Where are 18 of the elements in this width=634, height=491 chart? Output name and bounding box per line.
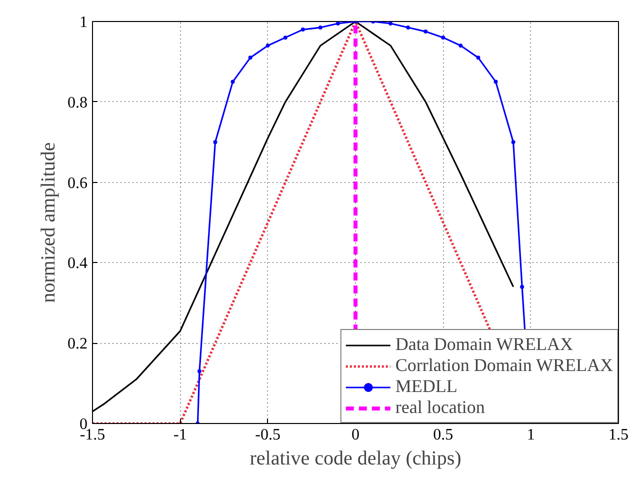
y-tick-label: 0 (80, 416, 88, 433)
y-tick-label: 0.4 (68, 255, 88, 272)
x-tick-label: 1 (526, 426, 535, 444)
y-tick-label: 1 (80, 14, 88, 31)
x-tick-label: 0 (352, 426, 360, 444)
y-tick-label: 0.2 (68, 336, 88, 353)
y-tick-label: 0.6 (68, 174, 88, 192)
legend-label: MEDLL (395, 376, 458, 397)
x-axis-title: relative code delay (chips) (250, 448, 462, 470)
x-tick-label: 1.5 (608, 426, 628, 444)
y-axis-title: normized amplitude (38, 142, 60, 303)
x-tick-label: -0.5 (255, 426, 280, 444)
x-tick-label: 0.5 (433, 426, 454, 444)
x-tick-label: -1 (174, 426, 187, 444)
legend-label: Corrlation Domain WRELAX (395, 355, 613, 376)
legend-label: real location (395, 397, 485, 418)
y-tick-label: 0.8 (68, 94, 88, 112)
legend-label: Data Domain WRELAX (395, 334, 573, 355)
